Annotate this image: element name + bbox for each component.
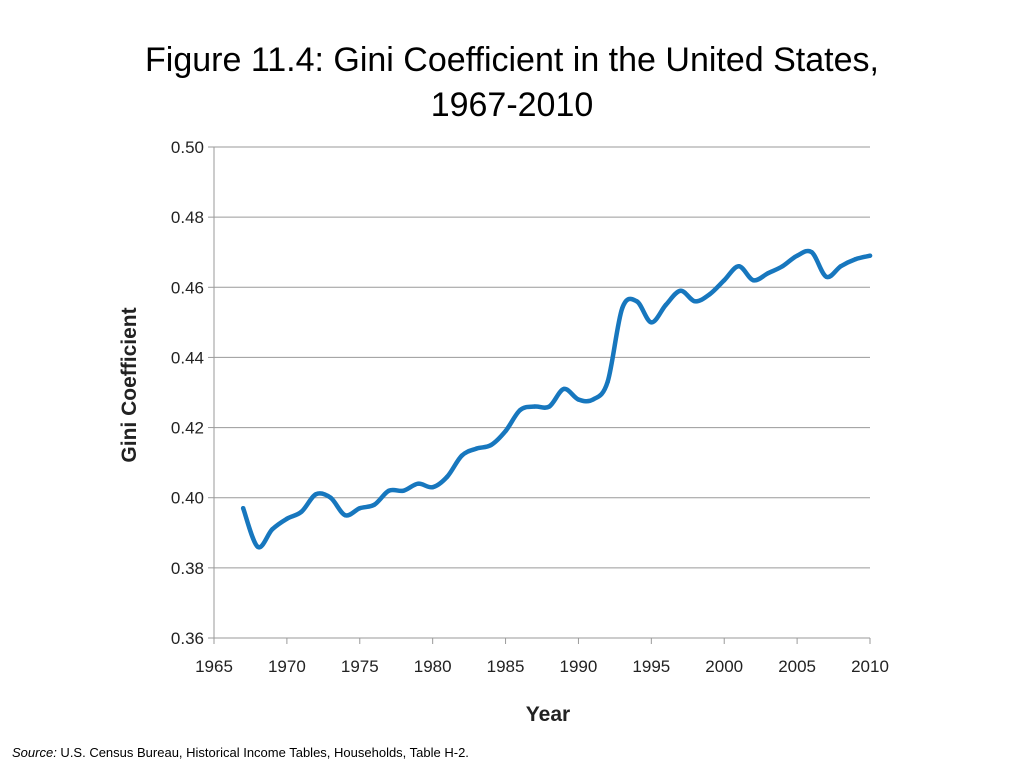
data-point <box>867 253 873 258</box>
data-point <box>576 397 581 402</box>
data-point <box>517 407 523 413</box>
x-tick-label: 1975 <box>341 657 379 676</box>
y-tick-label: 0.48 <box>171 208 204 227</box>
data-point <box>532 404 537 409</box>
data-point <box>503 428 508 434</box>
y-tick-label: 0.42 <box>171 419 204 438</box>
data-point <box>270 527 275 532</box>
x-tick-label: 1995 <box>632 657 670 676</box>
data-point <box>692 299 698 304</box>
source-note: Source: U.S. Census Bureau, Historical I… <box>12 745 469 760</box>
y-tick-label: 0.40 <box>171 489 204 508</box>
y-tick-label: 0.36 <box>171 629 204 648</box>
data-point <box>838 264 844 269</box>
x-tick-labels: 1965 1970 1975 1980 1985 1990 1995 2000 2005 2010 <box>195 657 889 676</box>
data-point <box>809 250 814 255</box>
axes <box>208 146 871 644</box>
x-tick-label: 2010 <box>851 657 889 676</box>
source-label: Source: <box>12 745 57 760</box>
title-line-2: 1967-2010 <box>430 86 594 124</box>
data-point <box>445 474 450 479</box>
data-point <box>474 446 479 451</box>
data-point <box>780 264 785 269</box>
x-tick-label: 1980 <box>414 657 452 676</box>
source-text: U.S. Census Bureau, Historical Income Ta… <box>56 745 469 760</box>
page-title: Figure 11.4: Gini Coefficient in the Uni… <box>0 38 1024 128</box>
data-point <box>663 302 669 308</box>
data-point <box>707 292 712 297</box>
data-point <box>619 306 625 311</box>
data-point <box>328 495 333 500</box>
data-point <box>853 257 858 262</box>
data-point <box>722 278 727 283</box>
data-point <box>313 492 319 497</box>
data-point <box>415 481 421 486</box>
y-tick-label: 0.44 <box>171 348 204 367</box>
data-point <box>299 509 304 514</box>
data-point <box>240 506 246 511</box>
data-point <box>736 264 741 269</box>
data-point <box>794 253 800 258</box>
title-line-1: Figure 11.4: Gini Coefficient in the Uni… <box>145 41 879 79</box>
data-point <box>386 488 392 493</box>
x-axis-label: Year <box>526 703 570 726</box>
data-point <box>372 502 377 507</box>
x-tick-label: 1965 <box>195 657 233 676</box>
data-point <box>649 320 654 325</box>
grid-lines <box>214 146 870 639</box>
x-tick-label: 2005 <box>778 657 816 676</box>
gini-series-line <box>240 248 873 550</box>
y-tick-label: 0.46 <box>171 278 204 297</box>
data-point <box>634 299 639 304</box>
x-tick-label: 1970 <box>268 657 306 676</box>
y-tick-label: 0.38 <box>171 559 204 578</box>
series-layer <box>240 248 873 550</box>
data-point <box>255 544 260 550</box>
data-point <box>765 271 771 276</box>
data-point <box>430 484 435 490</box>
data-point <box>547 404 552 409</box>
data-point <box>459 453 465 458</box>
data-point <box>488 442 494 448</box>
data-point <box>343 513 348 518</box>
y-axis-label: Gini Coefficient <box>118 307 141 462</box>
x-tick-label: 1990 <box>560 657 598 676</box>
data-point <box>401 488 406 493</box>
y-tick-labels: 0.36 0.38 0.40 0.42 0.44 0.46 0.48 0.50 <box>171 138 204 648</box>
data-point <box>605 379 610 385</box>
x-tick-label: 2000 <box>705 657 743 676</box>
data-point <box>751 278 756 283</box>
data-point <box>561 386 567 392</box>
data-point <box>678 288 683 293</box>
x-tick-label: 1985 <box>487 657 525 676</box>
data-point <box>357 506 362 511</box>
data-point <box>824 274 829 279</box>
data-point <box>590 397 596 402</box>
y-tick-label: 0.50 <box>171 138 204 157</box>
data-point <box>284 516 290 521</box>
